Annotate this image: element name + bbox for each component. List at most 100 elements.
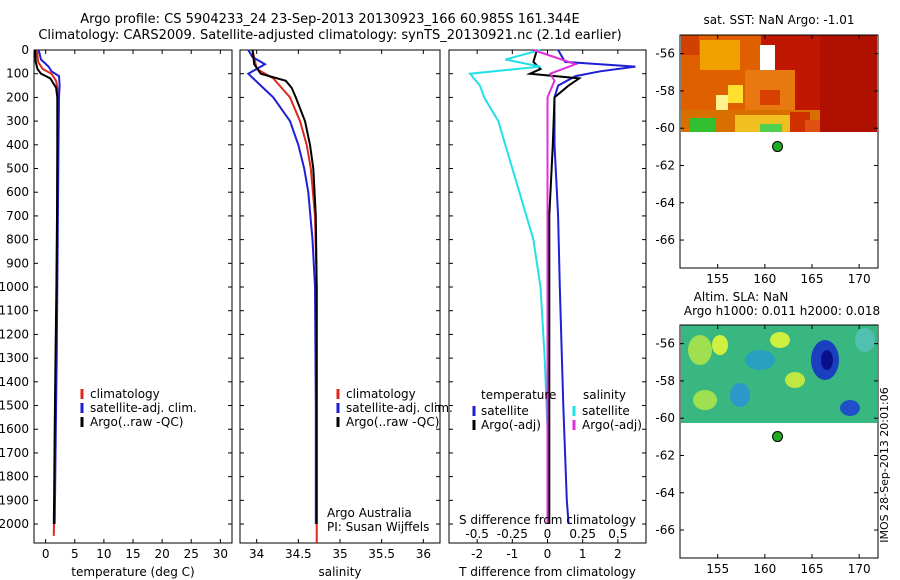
map-y-tick-label: -58 (655, 374, 675, 388)
x-tick-label: 35 (332, 547, 347, 561)
x-tick-label: 34.5 (285, 547, 312, 561)
y-tick-label: 900 (6, 256, 29, 270)
y-tick-label: 1900 (0, 493, 29, 507)
series-line (553, 49, 636, 525)
x-tick-label: 0 (42, 547, 50, 561)
map-y-tick-label: -64 (655, 486, 675, 500)
x-tick-label: 1 (579, 547, 587, 561)
x-axis-label: T difference from climatology (458, 565, 636, 579)
map-y-tick-label: -66 (655, 233, 675, 247)
map-x-tick-label: 170 (848, 562, 871, 576)
legend-label: Argo(..raw -QC) (346, 415, 439, 429)
y-tick-label: 1100 (0, 304, 29, 318)
y-tick-label: 1600 (0, 422, 29, 436)
y-tick-label: 500 (6, 162, 29, 176)
x-tick-label: 25 (184, 547, 199, 561)
sst-map-title: sat. SST: NaN Argo: -1.01 (704, 13, 855, 27)
y-tick-label: 1400 (0, 375, 29, 389)
sst-map-field (681, 35, 877, 132)
legend-label: Argo(..raw -QC) (90, 415, 183, 429)
s-tick-label: -0.25 (497, 527, 528, 541)
s-tick-label: 0.5 (608, 527, 627, 541)
s-axis-label: S difference from climatology (459, 513, 636, 527)
series-line (526, 49, 583, 524)
imos-stamp: IMOS 28-Sep-2013 20:01:06 (878, 387, 891, 542)
map-y-tick-label: -64 (655, 196, 675, 210)
series-line (34, 49, 59, 525)
y-tick-label: 800 (6, 233, 29, 247)
y-tick-label: 400 (6, 138, 29, 152)
x-tick-label: 2 (614, 547, 622, 561)
title-line-1: Argo profile: CS 5904233_24 23-Sep-2013 … (80, 12, 580, 27)
panel-frame (239, 49, 441, 544)
x-tick-label: 30 (213, 547, 228, 561)
y-tick-label: 1000 (0, 280, 29, 294)
y-tick-label: 700 (6, 209, 29, 223)
sla-map-title-2: Argo h1000: 0.011 h2000: 0.018 (684, 304, 880, 318)
y-tick-label: 1300 (0, 351, 29, 365)
y-tick-label: 100 (6, 67, 29, 81)
map-y-tick-label: -62 (655, 448, 675, 462)
map-x-tick-label: 165 (801, 562, 824, 576)
y-tick-label: 1700 (0, 446, 29, 460)
y-tick-label: 200 (6, 90, 29, 104)
map-x-tick-label: 160 (753, 562, 776, 576)
series-line (533, 49, 579, 524)
map-frame (679, 324, 879, 559)
map-y-tick-label: -58 (655, 84, 675, 98)
x-tick-label: -2 (471, 547, 483, 561)
x-tick-label: 36 (416, 547, 431, 561)
s-tick-label: -0.5 (465, 527, 488, 541)
x-tick-label: 15 (125, 547, 140, 561)
legend-label: satellite-adj. clim. (346, 401, 453, 415)
map-x-tick-label: 155 (706, 562, 729, 576)
series-line (251, 49, 318, 524)
legend-label: climatology (90, 387, 160, 401)
y-tick-label: 300 (6, 114, 29, 128)
x-axis-label: temperature (deg C) (71, 565, 194, 579)
sla-map-title-1: Altim. SLA: NaN (694, 290, 789, 304)
legend-label: Argo(-adj) (582, 418, 642, 432)
legend-title: temperature (481, 388, 556, 402)
argo-position-marker (772, 141, 784, 153)
title-line-2: Climatology: CARS2009. Satellite-adjuste… (38, 28, 622, 43)
x-tick-label: 5 (71, 547, 79, 561)
map-y-tick-label: -66 (655, 523, 675, 537)
x-axis-label: salinity (318, 565, 361, 579)
x-tick-label: 34 (249, 547, 264, 561)
x-tick-label: -1 (506, 547, 518, 561)
panel-frame (33, 49, 233, 544)
y-tick-label: 0 (21, 43, 29, 57)
s-tick-label: 0.25 (569, 527, 596, 541)
map-y-tick-label: -60 (655, 411, 675, 425)
map-y-tick-label: -56 (655, 337, 675, 351)
sla-map-field (681, 325, 877, 423)
legend-label: satellite (582, 404, 630, 418)
argo-position-marker (772, 431, 784, 443)
map-frame (679, 34, 879, 269)
panel-note: Argo Australia (327, 506, 412, 520)
map-y-tick-label: -56 (655, 47, 675, 61)
legend-title: salinity (583, 388, 626, 402)
map-y-tick-label: -60 (655, 121, 675, 135)
y-tick-label: 1500 (0, 399, 29, 413)
x-tick-label: 0 (544, 547, 552, 561)
map-y-tick-label: -62 (655, 158, 675, 172)
series-line (246, 49, 317, 524)
series-line (37, 49, 61, 525)
legend-label: satellite (481, 404, 529, 418)
x-tick-label: 20 (154, 547, 169, 561)
x-tick-label: 10 (96, 547, 111, 561)
x-tick-label: 35.5 (368, 547, 395, 561)
y-tick-label: 1200 (0, 327, 29, 341)
panel-note: PI: Susan Wijffels (327, 520, 429, 534)
map-x-tick-label: 155 (706, 272, 729, 286)
legend-label: climatology (346, 387, 416, 401)
map-x-tick-label: 165 (801, 272, 824, 286)
legend-label: Argo(-adj) (481, 418, 541, 432)
legend-label: satellite-adj. clim. (90, 401, 197, 415)
y-tick-label: 2000 (0, 517, 29, 531)
map-x-tick-label: 160 (753, 272, 776, 286)
y-tick-label: 600 (6, 185, 29, 199)
